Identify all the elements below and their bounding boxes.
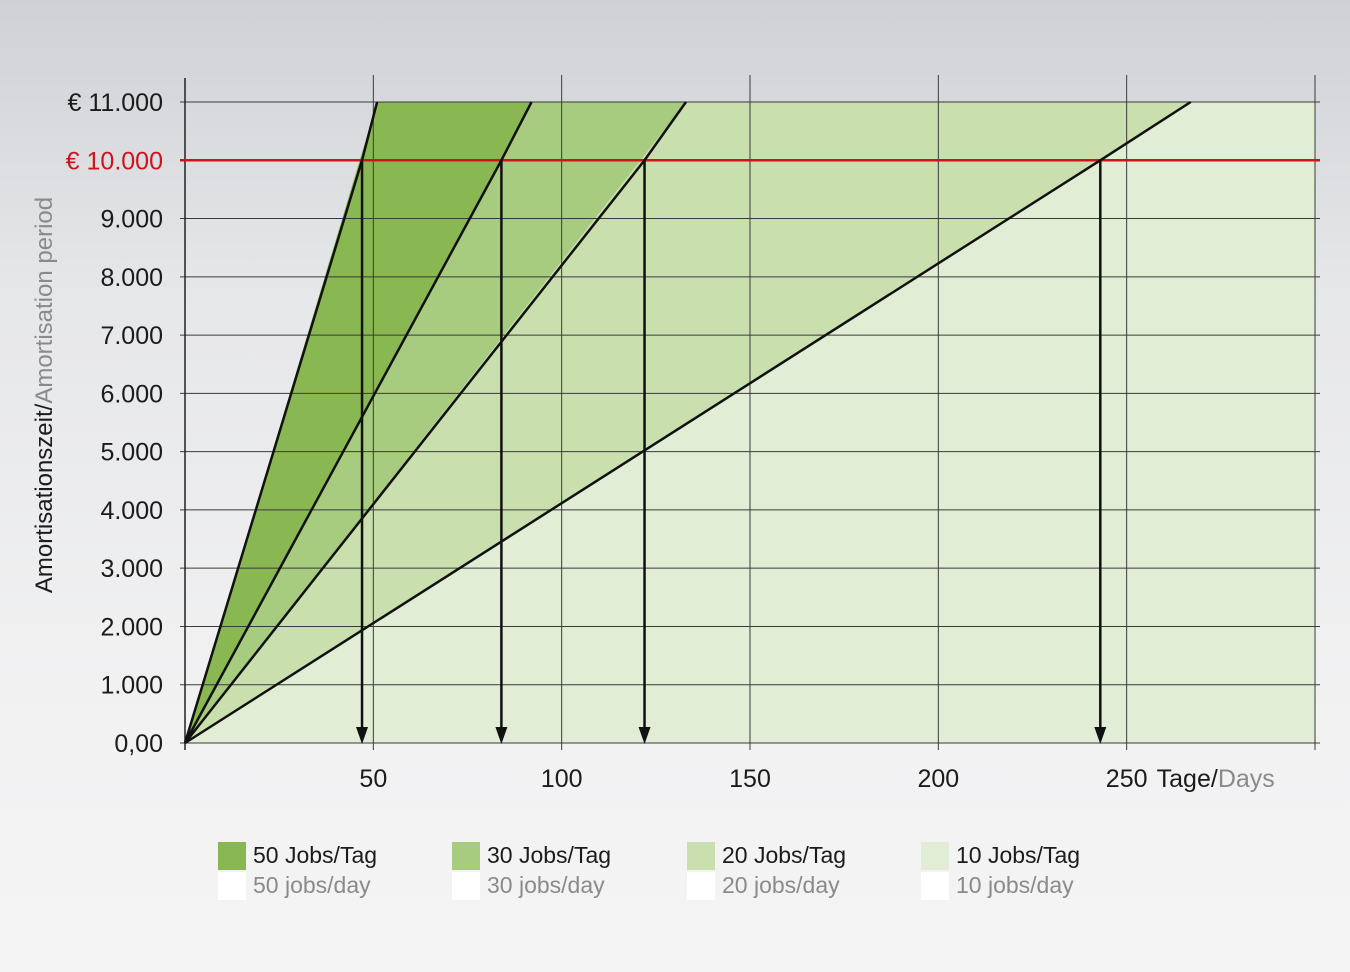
y-tick-label: 3.000 (100, 555, 163, 583)
x-axis-label-en: Days (1218, 765, 1275, 793)
y-axis-label: Amortisationszeit/Amortisation period (31, 197, 58, 593)
y-tick-label: 5.000 (100, 439, 163, 467)
legend-swatch-blank (687, 872, 715, 900)
legend-swatch (218, 842, 246, 870)
y-tick-label: 7.000 (100, 322, 163, 350)
arrow-head-243 (1094, 727, 1107, 744)
legend-label-en: 10 jobs/day (956, 872, 1074, 898)
x-tick-labels: 50 100 150 200 250 Tage/Days (359, 765, 1274, 793)
y-tick-labels: 0,00 1.000 2.000 3.000 4.000 5.000 6.000 7.000 8… (66, 89, 163, 758)
legend-label-de: 10 Jobs/Tag (956, 842, 1081, 868)
y-tick-label: 0,00 (114, 730, 163, 758)
y-tick-label: 9.000 (100, 206, 163, 234)
legend-label-de: 50 Jobs/Tag (253, 842, 378, 868)
grid-lines (180, 75, 1320, 750)
legend-label-en: 50 jobs/day (253, 872, 371, 898)
y-tick-label: € 11.000 (68, 89, 163, 117)
legend-swatch (921, 842, 949, 870)
y-tick-label: 6.000 (100, 380, 163, 408)
arrow-head-84 (495, 727, 508, 744)
y-tick-label: 1.000 (100, 672, 163, 700)
legend-swatch-blank (218, 872, 246, 900)
legend-swatch-blank (921, 872, 949, 900)
y-axis-label-en: Amortisation period (31, 197, 58, 404)
x-tick-label: 100 (541, 765, 583, 793)
x-tick-label: 250 (1106, 765, 1148, 793)
y-tick-label: 8.000 (100, 264, 163, 292)
legend-label-en: 20 jobs/day (722, 872, 840, 898)
y-tick-label: 2.000 (100, 613, 163, 641)
y-axis-label-de: Amortisationszeit/ (31, 403, 58, 593)
legend-swatch (687, 842, 715, 870)
breakeven-arrows (356, 160, 1107, 744)
legend-label-de: 20 Jobs/Tag (722, 842, 847, 868)
y-tick-label: € 10.000 (66, 147, 163, 175)
legend-swatch (452, 842, 480, 870)
legend-swatch-blank (452, 872, 480, 900)
arrow-head-122 (638, 727, 651, 744)
x-axis-label-de: Tage/ (1157, 765, 1218, 793)
y-tick-label: 4.000 (100, 497, 163, 525)
x-axis-label: Tage/Days (1157, 765, 1275, 793)
x-tick-label: 50 (359, 765, 387, 793)
x-tick-label: 200 (917, 765, 959, 793)
legend-label-de: 30 Jobs/Tag (487, 842, 612, 868)
arrow-head-47 (356, 727, 369, 744)
x-tick-label: 150 (729, 765, 771, 793)
legend-label-en: 30 jobs/day (487, 872, 605, 898)
